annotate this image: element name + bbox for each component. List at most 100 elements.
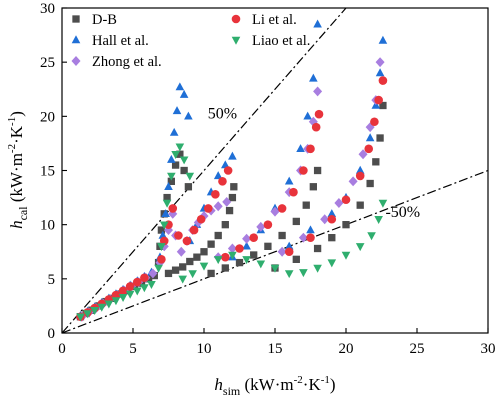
data-point bbox=[200, 248, 208, 256]
x-axis-label: hsim (kW·m-2·K-1) bbox=[214, 374, 335, 398]
data-point bbox=[374, 216, 383, 224]
data-point bbox=[186, 257, 194, 266]
data-point bbox=[372, 158, 380, 166]
data-point bbox=[182, 236, 192, 246]
data-point bbox=[235, 244, 244, 253]
data-point bbox=[104, 300, 114, 309]
data-point bbox=[164, 269, 173, 278]
legend-label: Li et al. bbox=[252, 12, 297, 28]
data-point bbox=[313, 86, 323, 97]
legend-marker bbox=[231, 14, 241, 24]
data-point bbox=[111, 297, 121, 306]
y-tick-label: 20 bbox=[40, 109, 55, 125]
y-tick-label: 0 bbox=[48, 326, 56, 342]
data-point bbox=[256, 260, 266, 269]
data-point bbox=[118, 294, 128, 302]
data-point bbox=[356, 201, 364, 209]
data-point bbox=[203, 204, 213, 213]
data-point bbox=[278, 231, 286, 240]
data-point bbox=[175, 143, 185, 152]
data-point bbox=[157, 255, 166, 264]
x-tick-label: 30 bbox=[481, 341, 496, 357]
line-annotation: 50% bbox=[208, 106, 237, 123]
data-point bbox=[378, 199, 388, 208]
data-point bbox=[83, 310, 92, 319]
data-point bbox=[341, 251, 351, 260]
x-tick-label: 0 bbox=[58, 341, 66, 357]
data-point bbox=[180, 166, 188, 175]
y-axis-label: hcal (kW·m-2·K-1) bbox=[6, 111, 30, 229]
data-point bbox=[327, 209, 337, 218]
data-point bbox=[299, 269, 308, 278]
data-point bbox=[277, 204, 287, 213]
data-point bbox=[161, 209, 170, 218]
data-point bbox=[225, 206, 234, 215]
data-point bbox=[327, 259, 337, 268]
data-point bbox=[378, 76, 388, 85]
data-point bbox=[313, 166, 322, 175]
data-point bbox=[211, 190, 220, 199]
series-liao-et-al- bbox=[76, 143, 388, 322]
data-point bbox=[199, 211, 209, 221]
data-point bbox=[176, 246, 186, 257]
data-point bbox=[314, 109, 324, 119]
data-point bbox=[379, 101, 387, 110]
data-point bbox=[328, 234, 336, 242]
data-point bbox=[162, 199, 172, 208]
data-point bbox=[284, 241, 294, 250]
data-point bbox=[213, 256, 223, 265]
data-point bbox=[348, 176, 358, 187]
data-point bbox=[167, 177, 175, 185]
data-point bbox=[341, 195, 351, 205]
data-point bbox=[171, 161, 180, 169]
axis-ticks: 0 5 10 15 20 25 30 0 5 10 15 20 25 30 bbox=[40, 1, 496, 357]
data-point bbox=[292, 255, 300, 263]
data-point bbox=[76, 313, 85, 322]
data-point bbox=[179, 89, 189, 98]
data-point bbox=[221, 221, 229, 229]
data-point bbox=[327, 214, 337, 224]
x-tick-label: 20 bbox=[339, 341, 354, 357]
data-point bbox=[228, 251, 237, 260]
data-point bbox=[256, 221, 266, 232]
legend-label: Zhong et al. bbox=[92, 54, 162, 70]
data-point bbox=[222, 196, 232, 207]
data-points bbox=[76, 19, 388, 322]
data-point bbox=[311, 122, 321, 132]
data-point bbox=[299, 166, 308, 175]
data-point bbox=[221, 264, 229, 272]
data-point bbox=[342, 221, 350, 229]
data-point bbox=[308, 116, 318, 127]
data-point bbox=[228, 193, 237, 202]
data-point bbox=[147, 281, 156, 289]
data-point bbox=[223, 166, 233, 175]
data-point bbox=[178, 275, 187, 284]
legend-marker bbox=[72, 15, 80, 23]
y-tick-label: 15 bbox=[40, 164, 55, 180]
data-point bbox=[132, 287, 142, 296]
data-point bbox=[157, 243, 166, 252]
data-point bbox=[213, 201, 223, 212]
legend: D-B Hall et al. Zhong et al. Li et al. Liao … bbox=[71, 12, 310, 70]
data-point bbox=[306, 233, 315, 242]
data-point bbox=[140, 273, 149, 283]
data-point bbox=[167, 172, 176, 181]
data-point bbox=[125, 290, 135, 299]
data-point bbox=[376, 134, 384, 142]
data-point bbox=[97, 303, 107, 312]
data-point bbox=[157, 226, 166, 234]
data-point bbox=[306, 144, 315, 154]
data-point bbox=[163, 225, 174, 236]
data-point bbox=[320, 214, 330, 225]
data-point bbox=[188, 270, 197, 279]
data-point bbox=[355, 243, 365, 252]
data-point bbox=[193, 253, 201, 261]
reference-line bbox=[61, 169, 489, 334]
y-tick-label: 10 bbox=[40, 218, 55, 234]
annotations: 50% -50% bbox=[208, 106, 420, 222]
x-tick-label: 25 bbox=[410, 341, 425, 357]
data-point bbox=[309, 183, 317, 191]
data-point bbox=[199, 262, 209, 271]
line-annotation: -50% bbox=[385, 204, 420, 221]
